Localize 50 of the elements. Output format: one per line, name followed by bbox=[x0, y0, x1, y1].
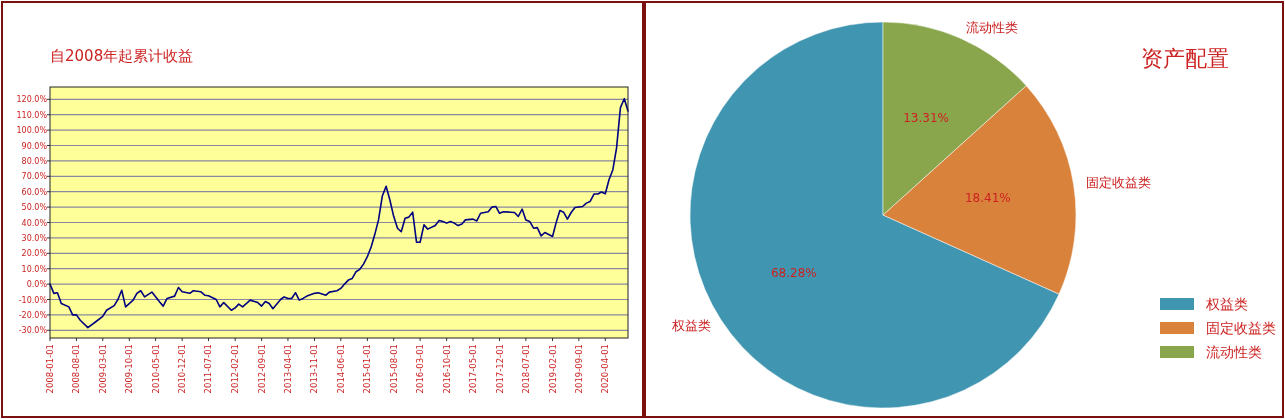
x-tick-label: 2013-11-01 bbox=[309, 344, 320, 394]
chart-title: 自2008年起累计收益 bbox=[50, 47, 194, 65]
data-label: 68.28% bbox=[771, 265, 817, 280]
data-label: 18.41% bbox=[964, 191, 1011, 206]
legend-label: 流动性类 bbox=[1206, 344, 1262, 360]
y-tick-label: 60.0% bbox=[21, 187, 48, 197]
x-tick-label: 2016-10-01 bbox=[441, 344, 452, 394]
text: 资产配置 bbox=[1141, 46, 1229, 71]
data-label: 13.31% bbox=[903, 111, 949, 125]
x-tick-label: 2009-03-01 bbox=[97, 344, 108, 394]
x-tick-label: 2015-01-01 bbox=[362, 344, 373, 394]
x-tick-label: 2008-08-01 bbox=[71, 344, 82, 394]
x-tick-label: 2011-07-01 bbox=[203, 344, 214, 394]
y-tick-label: 30.0% bbox=[21, 233, 48, 243]
y-tick-label: -10.0% bbox=[18, 295, 48, 305]
legend-label: 权益类 bbox=[1205, 296, 1248, 312]
y-tick-label: 100.0% bbox=[16, 126, 48, 136]
x-tick-label: 2010-05-01 bbox=[150, 344, 161, 394]
y-tick-label: 120.0% bbox=[16, 95, 48, 105]
y-tick-label: 90.0% bbox=[21, 141, 48, 151]
legend-label: 固定收益类 bbox=[1206, 320, 1276, 336]
x-tick-label: 2020-04-01 bbox=[600, 344, 611, 394]
x-tick-label: 2017-12-01 bbox=[494, 344, 505, 394]
x-tick-label: 2014-06-01 bbox=[335, 344, 346, 394]
x-tick-label: 2009-10-01 bbox=[124, 344, 135, 394]
y-tick-label: -30.0% bbox=[18, 326, 48, 336]
slice-label: 权益类 bbox=[670, 318, 711, 334]
y-tick-label: 70.0% bbox=[21, 172, 48, 182]
x-tick-label: 2008-01-01 bbox=[45, 344, 55, 394]
y-tick-label: 110.0% bbox=[16, 110, 48, 120]
y-tick-label: 10.0% bbox=[21, 264, 48, 274]
x-tick-label: 2012-02-01 bbox=[230, 344, 241, 394]
x-tick-label: 2012-09-01 bbox=[256, 344, 267, 394]
y-tick-label: 20.0% bbox=[21, 249, 48, 259]
y-tick-label: 0.0% bbox=[26, 280, 48, 290]
x-tick-label: 2019-02-01 bbox=[547, 344, 558, 394]
slice-label: 流动性类 bbox=[966, 19, 1019, 35]
x-tick-label: 2013-04-01 bbox=[282, 344, 293, 394]
y-tick-label: 50.0% bbox=[21, 203, 48, 213]
x-tick-label: 2019-09-01 bbox=[573, 344, 584, 394]
y-tick-label: 40.0% bbox=[21, 218, 48, 228]
x-tick-label: 2018-07-01 bbox=[520, 344, 531, 394]
y-tick-label: -20.0% bbox=[18, 310, 48, 320]
line-series bbox=[49, 97, 629, 329]
x-tick-label: 2015-08-01 bbox=[388, 344, 399, 394]
y-tick-label: 80.0% bbox=[21, 156, 48, 166]
x-tick-label: 2017-05-01 bbox=[467, 344, 478, 394]
x-tick-label: 2016-03-01 bbox=[415, 344, 426, 394]
x-tick-label: 2010-12-01 bbox=[177, 344, 188, 394]
slice-label: 固定收益类 bbox=[1085, 175, 1151, 191]
